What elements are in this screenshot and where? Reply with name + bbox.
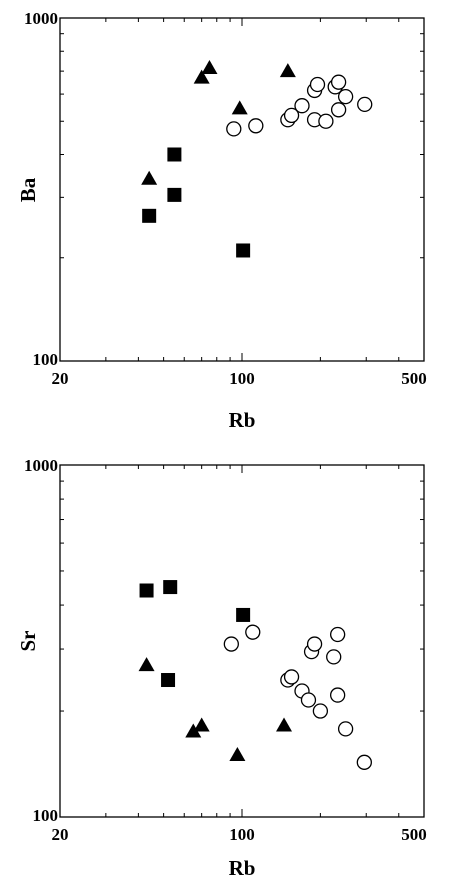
- sr-vs-rb-circle-point: [337, 721, 354, 737]
- sr-vs-rb-x-tick-label: 500: [401, 825, 427, 844]
- sr-vs-rb-y-tick-label: 100: [33, 806, 59, 825]
- ba-vs-rb-y-axis-label: Ba: [16, 177, 40, 202]
- ba-vs-rb-plot-frame: [59, 17, 425, 362]
- ba-vs-rb-circle-point: [357, 96, 373, 113]
- ba-vs-rb-circle-point: [318, 113, 334, 129]
- sr-vs-rb-circle-point: [326, 649, 342, 665]
- ba-vs-rb-y-tick-label: 1000: [24, 9, 58, 28]
- sr-vs-rb-square-point: [236, 607, 251, 622]
- sr-vs-rb-triangle-point: [193, 717, 210, 732]
- ba-vs-rb-triangle-point: [279, 63, 296, 78]
- sr-vs-rb-x-tick-label: 100: [229, 825, 255, 844]
- sr-vs-rb-points: [138, 580, 372, 770]
- sr-vs-rb-circle-point: [330, 626, 346, 643]
- sr-vs-rb-circle-point: [356, 754, 372, 770]
- sr-vs-rb-y-axis-label: Sr: [16, 631, 40, 652]
- sr-vs-rb-square-point: [161, 673, 176, 688]
- ba-vs-rb-x-tick-label: 100: [229, 369, 255, 388]
- ba-vs-rb-circle-point: [294, 98, 310, 114]
- ba-vs-rb-circle-point: [226, 121, 242, 137]
- ba-vs-rb-x-axis-label: Rb: [229, 408, 256, 432]
- ba-vs-rb-square-point: [167, 147, 182, 162]
- ba-vs-rb-triangle-point: [141, 170, 158, 185]
- ba-vs-rb-y-tick-label: 100: [33, 350, 59, 369]
- ba-vs-rb-triangle-point: [193, 69, 210, 84]
- sr-vs-rb-x-tick-label: 20: [52, 825, 69, 844]
- ba-vs-rb-triangle-point: [231, 100, 248, 115]
- sr-vs-rb-circle-point: [245, 624, 261, 640]
- ba-vs-rb-x-tick-label: 500: [401, 369, 427, 388]
- ba-vs-rb-circle-point: [248, 118, 264, 134]
- sr-vs-rb-circle-point: [312, 703, 329, 719]
- sr-vs-rb-circle-point: [283, 669, 300, 685]
- ba-vs-rb-square-point: [142, 208, 157, 223]
- sr-vs-rb-square-point: [163, 580, 178, 595]
- sr-vs-rb-x-axis-label: Rb: [229, 856, 256, 880]
- ba-vs-rb-x-tick-label: 20: [52, 369, 69, 388]
- sr-vs-rb-triangle-point: [185, 723, 202, 738]
- sr-vs-rb-triangle-point: [138, 657, 155, 672]
- sr-vs-rb-circle-point: [300, 692, 317, 708]
- ba-vs-rb-circle-point: [330, 74, 347, 90]
- sr-vs-rb-circle-point: [223, 636, 239, 652]
- ba-vs-rb-square-point: [236, 243, 251, 258]
- sr-vs-rb-square-point: [139, 583, 154, 598]
- ba-vs-rb-circle-point: [283, 107, 300, 124]
- ba-vs-rb-circle-point: [330, 102, 347, 118]
- sr-vs-rb-circle-point: [306, 636, 323, 652]
- ba-vs-rb-circle-point: [337, 88, 354, 105]
- ba-vs-rb-points: [141, 59, 373, 258]
- ba-vs-rb-triangle-point: [201, 59, 218, 74]
- sr-vs-rb-y-tick-label: 1000: [24, 456, 58, 475]
- ba-vs-rb-circle-point: [309, 76, 326, 93]
- sr-vs-rb-triangle-point: [229, 747, 246, 762]
- ba-vs-rb-square-point: [167, 187, 182, 202]
- sr-vs-rb-triangle-point: [276, 717, 293, 732]
- sr-vs-rb-circle-point: [330, 687, 346, 703]
